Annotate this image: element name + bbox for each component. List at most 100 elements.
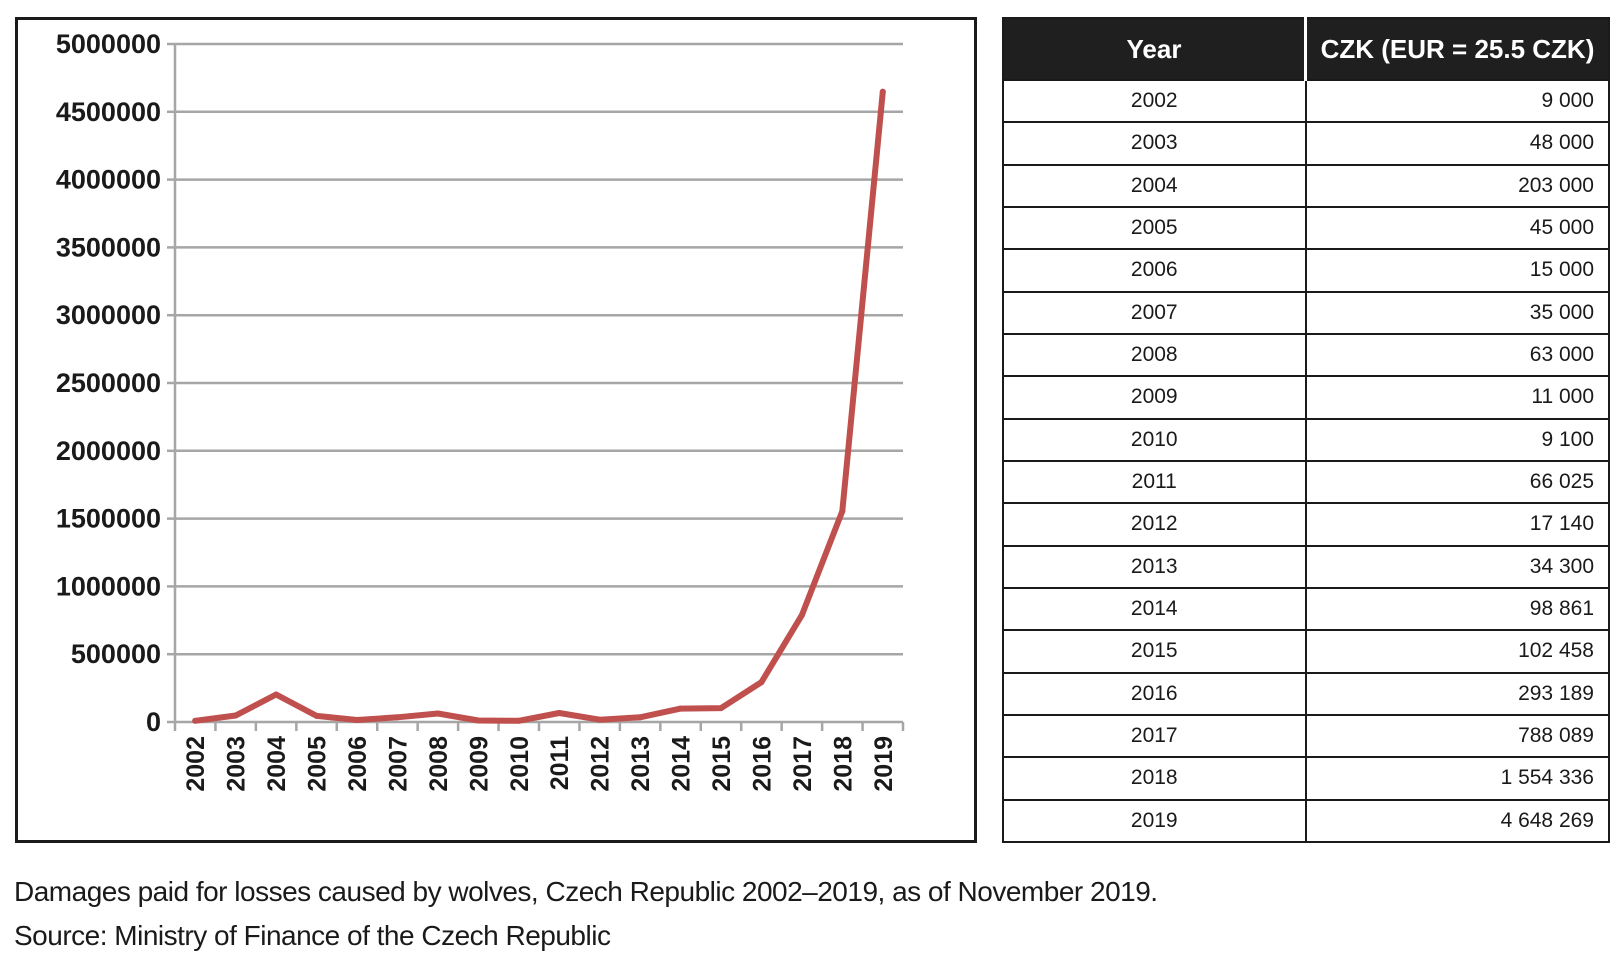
- damages-table: Year CZK (EUR = 25.5 CZK) 2002 9 000 2003 4…: [1002, 17, 1610, 843]
- data-point: [354, 716, 360, 723]
- header-year: Year: [1003, 18, 1306, 80]
- series-line: [192, 88, 886, 724]
- table-row: 2003 48 000: [1003, 121, 1609, 165]
- table-row: 2018 1 554 336: [1003, 756, 1609, 800]
- gridlines: [175, 42, 903, 656]
- table-row: 2012 17 140: [1003, 502, 1609, 546]
- x-tick-label: 2013: [627, 736, 655, 792]
- table-row: 2007 35 000: [1003, 290, 1609, 334]
- table-row: 2013 34 300: [1003, 544, 1609, 588]
- table-header-row: Year CZK (EUR = 25.5 CZK): [1003, 18, 1609, 80]
- cell-year: 2006: [1003, 248, 1307, 292]
- figure-caption: Damages paid for losses caused by wolves…: [14, 870, 1514, 958]
- x-tick-label: 2005: [304, 736, 332, 792]
- cell-czk-value: 66 025: [1305, 459, 1609, 504]
- y-tick-label: 5000000: [56, 29, 161, 59]
- table-row: 2010 9 100: [1003, 417, 1609, 461]
- table-row: 2016 293 189: [1003, 671, 1609, 715]
- data-point: [556, 710, 563, 717]
- table-row: 2014 98 861: [1003, 586, 1609, 631]
- data-point: [798, 612, 805, 619]
- x-tick-label: 2007: [384, 736, 412, 792]
- cell-czk-value: 35 000: [1305, 290, 1609, 334]
- y-tick-label: 0: [146, 707, 161, 737]
- data-point: [677, 705, 684, 712]
- cell-czk-value: 98 861: [1305, 586, 1609, 631]
- cell-year: 2009: [1003, 375, 1307, 419]
- data-point: [192, 717, 199, 724]
- data-point: [879, 88, 886, 95]
- cell-czk-value: 9 100: [1305, 417, 1609, 461]
- table-body: 2002 9 000 2003 48 000 2004 203 000 2005 45 000…: [1003, 78, 1609, 842]
- table-row: 2005 45 000: [1003, 205, 1609, 250]
- cell-year: 2015: [1003, 629, 1307, 673]
- x-tick-label: 2016: [748, 736, 776, 792]
- line-chart: 0 500000 1000000 1500000 2000000 2500000 30000…: [56, 29, 905, 792]
- data-point: [394, 714, 401, 721]
- x-tick-label: 2018: [829, 736, 857, 792]
- x-tick-label: 2011: [546, 736, 574, 790]
- table-row: 2017 788 089: [1003, 713, 1609, 758]
- cell-czk-value: 15 000: [1305, 248, 1609, 292]
- cell-czk-value: 102 458: [1305, 629, 1609, 673]
- cell-czk-value: 788 089: [1305, 713, 1609, 758]
- x-tick-label: 2004: [263, 736, 291, 792]
- x-tick-label: 2015: [708, 736, 736, 792]
- cell-year: 2011: [1003, 459, 1307, 504]
- y-tick-label: 1500000: [56, 504, 161, 534]
- y-tick-label: 4500000: [56, 97, 161, 127]
- cell-year: 2019: [1003, 798, 1307, 842]
- cell-czk-value: 63 000: [1305, 332, 1609, 377]
- table-row: 2002 9 000: [1003, 78, 1609, 123]
- data-point: [515, 717, 522, 724]
- cell-year: 2017: [1003, 713, 1307, 758]
- y-tick-label: 2500000: [56, 368, 161, 398]
- cell-year: 2008: [1003, 332, 1307, 377]
- x-tick-label: 2010: [506, 736, 534, 792]
- x-tick-label: 2012: [587, 736, 615, 792]
- series-damages: [192, 88, 886, 724]
- y-tick-label: 1000000: [56, 571, 161, 601]
- data-point: [637, 714, 644, 721]
- table-row: 2015 102 458: [1003, 629, 1609, 673]
- x-tick-label: 2002: [182, 736, 210, 792]
- header-czk: CZK (EUR = 25.5 CZK): [1304, 18, 1609, 80]
- data-point: [273, 691, 280, 698]
- cell-year: 2002: [1003, 78, 1307, 123]
- table-row: 2009 11 000: [1003, 375, 1609, 419]
- data-point: [758, 679, 765, 686]
- cell-czk-value: 48 000: [1305, 121, 1609, 165]
- axes: [167, 42, 905, 731]
- x-tick-label: 2014: [668, 736, 696, 792]
- data-point: [434, 710, 441, 717]
- cell-year: 2012: [1003, 502, 1307, 546]
- cell-czk-value: 11 000: [1305, 375, 1609, 419]
- y-tick-label: 3500000: [56, 232, 161, 262]
- data-point: [313, 712, 320, 719]
- x-tick-label: 2009: [465, 736, 493, 792]
- y-tick-label: 500000: [71, 639, 161, 669]
- cell-year: 2018: [1003, 756, 1307, 800]
- y-tick-label: 2000000: [56, 436, 161, 466]
- table-row: 2004 203 000: [1003, 163, 1609, 207]
- table-row: 2011 66 025: [1003, 459, 1609, 504]
- cell-czk-value: 9 000: [1305, 78, 1609, 123]
- cell-czk-value: 293 189: [1305, 671, 1609, 715]
- cell-year: 2010: [1003, 417, 1307, 461]
- caption-source: Source: Ministry of Finance of the Czech…: [14, 920, 611, 951]
- table-row: 2006 15 000: [1003, 248, 1609, 292]
- cell-year: 2005: [1003, 205, 1307, 250]
- data-point: [839, 508, 846, 515]
- y-tick-label: 3000000: [56, 300, 161, 330]
- cell-czk-value: 45 000: [1305, 205, 1609, 250]
- caption-description: Damages paid for losses caused by wolves…: [14, 876, 1158, 907]
- data-point: [718, 705, 724, 712]
- data-point: [232, 712, 239, 719]
- cell-czk-value: 1 554 336: [1305, 756, 1609, 800]
- cell-czk-value: 34 300: [1305, 544, 1609, 588]
- cell-year: 2007: [1003, 290, 1307, 334]
- y-axis-tick-labels: 0 500000 1000000 1500000 2000000 2500000 30000…: [56, 29, 161, 737]
- cell-czk-value: 4 648 269: [1305, 798, 1609, 842]
- data-point: [596, 716, 603, 723]
- cell-year: 2014: [1003, 586, 1307, 631]
